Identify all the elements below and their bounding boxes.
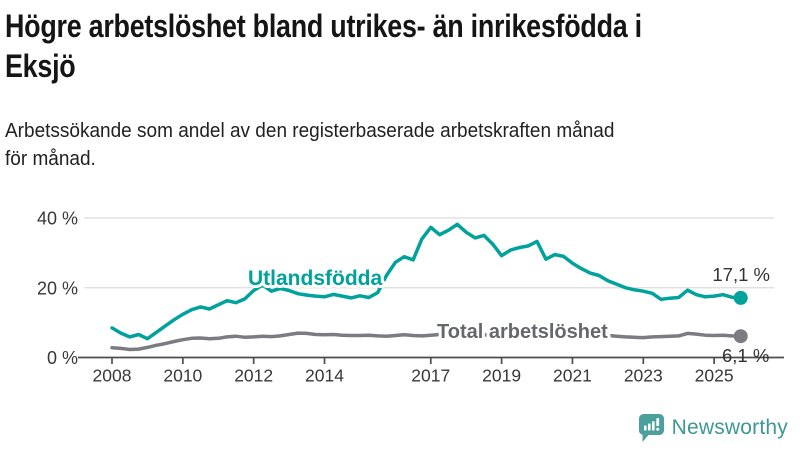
newsworthy-logo: Newsworthy xyxy=(638,413,788,443)
series-line-utlandsfodda xyxy=(110,222,743,341)
x-axis-tick-label: 2014 xyxy=(305,366,344,386)
series-label-total: Total arbetslöshet xyxy=(437,321,608,343)
y-axis-tick-label: 0 % xyxy=(47,348,78,368)
series-label-utlandsfodda: Utlandsfödda xyxy=(248,267,382,290)
chart-subtitle: Arbetssökande som andel av den registerb… xyxy=(5,117,647,173)
x-axis-tick-label: 2025 xyxy=(695,366,734,386)
end-value-label-utlandsfodda: 17,1 % xyxy=(712,264,770,285)
unemployment-chart: 0 % 20 % 40 % 2008 2010 2012 2014 2017 2019 2021 2… xyxy=(37,209,784,386)
x-axis-tick-label: 2021 xyxy=(553,366,592,386)
x-axis-tick-label: 2008 xyxy=(93,366,132,386)
page-title: Högre arbetslöshet bland utrikes- än inr… xyxy=(5,6,763,86)
x-axis-tick-label: 2023 xyxy=(624,366,663,386)
x-axis-tick-label: 2010 xyxy=(163,366,202,386)
y-axis-tick-label: 40 % xyxy=(37,209,78,229)
x-axis-tick-label: 2017 xyxy=(411,366,450,386)
series-end-dot-total xyxy=(733,329,748,344)
series-line-total xyxy=(110,328,743,352)
end-value-label-total: 6,1 % xyxy=(722,345,769,366)
subtitle-line-2: för månad. xyxy=(5,148,96,170)
subtitle-line-1: Arbetssökande som andel av den registerb… xyxy=(5,120,615,142)
series-end-dot-utlandsfodda xyxy=(733,290,748,305)
x-axis-tick-label: 2012 xyxy=(234,366,273,386)
x-axis-tick-label: 2019 xyxy=(482,366,521,386)
newsworthy-chart-bubble-icon xyxy=(638,414,664,442)
title-line-1: Högre arbetslöshet bland utrikes- än inr… xyxy=(5,8,642,44)
title-line-2: Eksjö xyxy=(5,48,76,84)
newsworthy-wordmark: Newsworthy xyxy=(671,416,788,439)
y-axis-tick-label: 20 % xyxy=(37,278,78,298)
